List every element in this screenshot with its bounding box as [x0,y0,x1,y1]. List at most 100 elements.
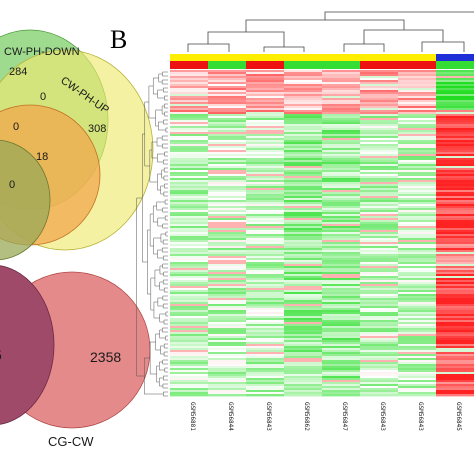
heatmap-cell [284,380,323,383]
heatmap-cell [360,72,399,75]
heatmap-cell [360,200,399,203]
heatmap-cell [246,104,285,107]
heatmap-cell [436,316,474,319]
heatmap-cell [246,130,285,133]
heatmap-cell [284,248,323,251]
heatmap-cell [246,340,285,343]
heatmap-cell [360,360,399,363]
heatmap-cell [322,262,361,265]
heatmap-cell [246,112,285,115]
heatmap-cell [322,282,361,285]
dendrogram-branch [154,269,160,287]
heatmap-cell [170,344,209,347]
heatmap-cell [208,350,247,353]
heatmap-cell [436,142,474,145]
dendrogram-branch [163,191,168,197]
heatmap-cell [246,224,285,227]
heatmap-cell [322,104,361,107]
heatmap-cell [360,368,399,371]
heatmap-cell [398,204,437,207]
heatmap-cell [284,258,323,261]
heatmap-cell [322,274,361,277]
heatmap-cell [208,360,247,363]
dendrogram-branch [163,375,168,381]
heatmap-cell [208,390,247,393]
heatmap-cell [246,110,285,113]
heatmap-cell [322,316,361,319]
heatmap-cell [436,158,474,161]
heatmap-cell [170,258,209,261]
heatmap-cell [398,320,437,323]
heatmap-cell [208,196,247,199]
heatmap-cell [284,334,323,337]
heatmap-cell [398,82,437,85]
heatmap-cell [360,232,399,235]
heatmap-cell [284,386,323,389]
heatmap-cell [322,326,361,329]
dendrogram-branch [162,239,168,245]
heatmap-cell [170,260,209,263]
heatmap-cell [208,198,247,201]
heatmap-cell [170,122,209,125]
heatmap-cell [208,374,247,377]
group-bar-cell [208,61,247,69]
heatmap-cell [208,140,247,143]
heatmap-cell [398,362,437,365]
heatmap-cell [398,90,437,93]
heatmap-cell [246,392,285,395]
heatmap-cell [170,110,209,113]
heatmap-cell [284,328,323,331]
heatmap-cell [284,184,323,187]
heatmap-cell [170,368,209,371]
venn-bottom: 2358 5 CG-CW [0,265,151,449]
heatmap-cell [284,392,323,395]
heatmap-cell [436,220,474,223]
dendrogram-branch [156,365,160,383]
heatmap-cell [284,198,323,201]
heatmap-cell [170,232,209,235]
heatmap-cell [284,196,323,199]
heatmap-cell [208,174,247,177]
heatmap-cell [208,160,247,163]
heatmap-cell [322,110,361,113]
heatmap-cell [436,302,474,305]
heatmap-cell [360,352,399,355]
top-bar-cell [398,54,437,61]
heatmap-cell [208,378,247,381]
heatmap-cell [208,268,247,271]
heatmap-cell [398,134,437,137]
heatmap-cell [246,310,285,313]
heatmap-cell [322,156,361,159]
dendrogram-branch [163,343,168,349]
heatmap-cell [398,252,437,255]
heatmap-cell [322,152,361,155]
heatmap-cell [246,166,285,169]
dendrogram-branch [159,281,165,291]
heatmap-cell [322,98,361,101]
heatmap-cell [208,136,247,139]
heatmap-cell [360,190,399,193]
heatmap-cell [398,234,437,237]
heatmap-cell [284,126,323,129]
heatmap-cell [398,270,437,273]
heatmap-cell [246,92,285,95]
heatmap-cell [208,168,247,171]
heatmap-cell [360,146,399,149]
heatmap-cell [322,112,361,115]
heatmap-cell [398,116,437,119]
heatmap-cell [246,308,285,311]
heatmap-cell [246,370,285,373]
heatmap-cell [170,168,209,171]
sample-label: GSM56843 [265,402,272,431]
heatmap-cell [208,126,247,129]
heatmap-cell [398,210,437,213]
heatmap-cell [246,376,285,379]
dendrogram-branch [152,205,158,223]
heatmap-cell [246,102,285,105]
heatmap-cell [322,258,361,261]
heatmap-cell [246,238,285,241]
heatmap-cell [436,134,474,137]
heatmap-cell [284,246,323,249]
heatmap-cell [208,236,247,239]
heatmap-cell [284,114,323,117]
